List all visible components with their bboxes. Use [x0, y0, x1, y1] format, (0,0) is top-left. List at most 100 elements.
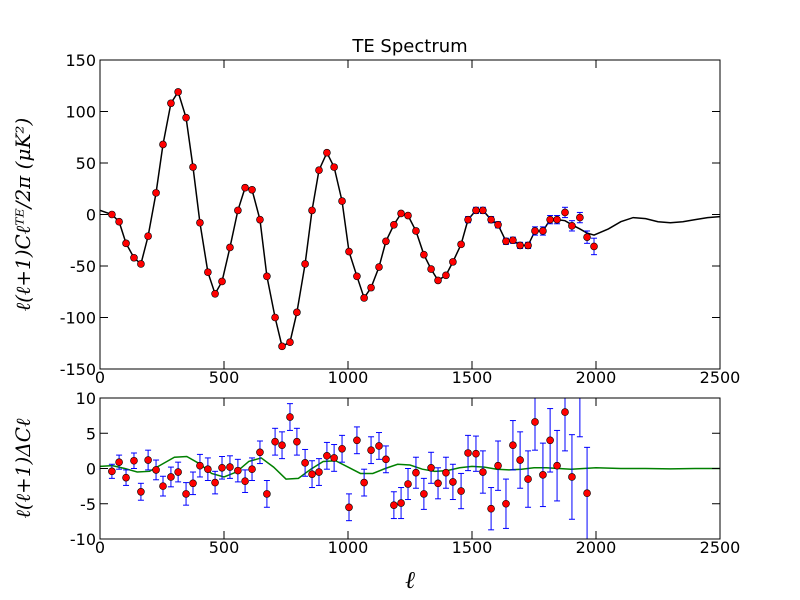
- data-point: [122, 473, 130, 482]
- data-point: [412, 227, 420, 235]
- data-point: [263, 490, 271, 498]
- data-point: [367, 283, 375, 292]
- data-point: [196, 218, 204, 227]
- data-point: [144, 456, 152, 464]
- data-point: [234, 206, 242, 215]
- data-point: [464, 449, 472, 457]
- data-point: [122, 239, 130, 248]
- data-point: [152, 466, 160, 474]
- data-point: [509, 441, 517, 450]
- data-point: [256, 448, 264, 457]
- data-point: [308, 206, 316, 215]
- data-point: [531, 227, 539, 235]
- data-point: [457, 487, 465, 495]
- data-point: [167, 99, 175, 108]
- x-tick-label: 1500: [452, 538, 493, 557]
- data-point: [487, 215, 495, 224]
- data-point: [301, 260, 309, 268]
- data-point: [479, 206, 487, 215]
- data-point: [509, 236, 517, 245]
- data-point: [248, 465, 256, 474]
- y-tick-label: -100: [60, 309, 96, 328]
- data-point: [189, 163, 197, 171]
- data-point: [494, 461, 502, 470]
- data-point: [420, 490, 428, 498]
- data-point: [271, 437, 279, 446]
- data-point: [189, 479, 197, 488]
- data-point: [218, 463, 226, 472]
- data-point: [420, 250, 428, 259]
- data-point: [226, 243, 234, 252]
- data-point: [546, 215, 554, 224]
- data-point: [539, 227, 547, 235]
- data-point: [404, 211, 412, 220]
- y-axis-label: ℓ(ℓ+1)Cℓᵀᴱ/2π (μK²): [11, 118, 35, 312]
- data-point: [174, 468, 182, 476]
- data-point: [561, 408, 569, 416]
- data-point: [144, 232, 152, 240]
- data-point: [241, 183, 249, 192]
- data-point: [412, 468, 420, 477]
- data-point: [115, 458, 123, 466]
- data-point: [338, 197, 346, 205]
- data-point: [442, 271, 450, 280]
- data-point: [330, 163, 338, 171]
- data-point: [308, 470, 316, 478]
- y-tick-label: 0: [86, 460, 96, 479]
- y-axis-label: ℓ(ℓ+1)ΔCℓ: [11, 418, 35, 518]
- data-point: [152, 189, 160, 197]
- x-tick-label: 2500: [700, 368, 741, 387]
- data-point: [278, 441, 286, 450]
- data-point: [345, 503, 353, 512]
- data-point: [524, 475, 532, 483]
- data-point: [338, 444, 346, 453]
- data-point: [397, 209, 405, 218]
- error-bar: [576, 398, 583, 438]
- data-point: [442, 468, 450, 477]
- x-axis-label: ℓ: [405, 566, 415, 594]
- data-point: [434, 479, 442, 488]
- data-point: [286, 338, 294, 347]
- data-point: [234, 466, 242, 475]
- data-point: [108, 467, 116, 476]
- data-point: [553, 215, 561, 224]
- data-point: [397, 499, 405, 507]
- data-point: [427, 463, 435, 472]
- data-point: [583, 233, 591, 241]
- data-point: [494, 221, 502, 229]
- data-point: [137, 487, 145, 496]
- data-point: [108, 210, 116, 219]
- data-point: [516, 241, 524, 250]
- y-tick-label: -150: [60, 360, 96, 379]
- data-point: [159, 482, 167, 490]
- x-tick-label: 1000: [328, 368, 369, 387]
- data-point: [323, 148, 331, 157]
- data-point: [539, 471, 547, 479]
- data-point: [315, 468, 323, 476]
- data-point: [449, 258, 457, 266]
- chart-title: TE Spectrum: [351, 36, 467, 57]
- data-point: [196, 461, 204, 470]
- y-tick-label: 150: [65, 51, 96, 70]
- data-point: [256, 215, 264, 224]
- y-tick-label: -10: [70, 530, 96, 549]
- data-point: [286, 413, 294, 421]
- data-point: [330, 454, 338, 462]
- data-point: [382, 455, 390, 464]
- data-point: [115, 217, 123, 226]
- x-tick-label: 0: [95, 368, 105, 387]
- data-point: [502, 237, 510, 246]
- data-point: [367, 446, 375, 454]
- data-point: [315, 166, 323, 175]
- data-point: [561, 208, 569, 217]
- data-point: [211, 478, 219, 487]
- x-tick-label: 2000: [576, 368, 617, 387]
- data-point: [226, 463, 234, 471]
- data-point: [218, 277, 226, 286]
- data-point: [449, 478, 457, 486]
- model-curve: [100, 455, 720, 480]
- x-tick-label: 500: [209, 538, 240, 557]
- data-point: [293, 437, 301, 446]
